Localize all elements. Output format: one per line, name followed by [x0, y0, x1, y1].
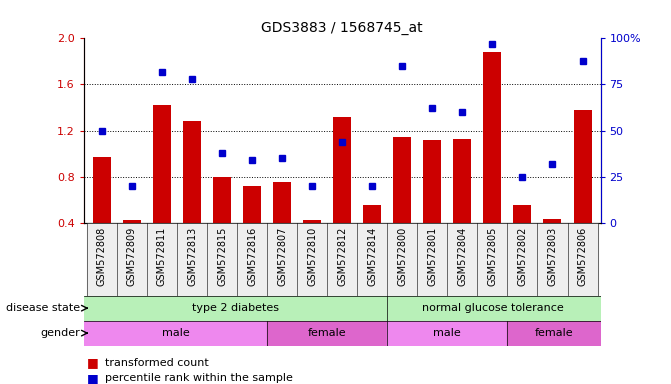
Text: GSM572812: GSM572812: [338, 227, 347, 286]
Text: GSM572815: GSM572815: [217, 227, 227, 286]
Text: gender: gender: [41, 328, 81, 338]
Text: female: female: [308, 328, 346, 338]
Text: ■: ■: [87, 356, 99, 369]
Bar: [243, 186, 261, 223]
Text: normal glucose tolerance: normal glucose tolerance: [421, 303, 563, 313]
Text: male: male: [433, 328, 461, 338]
Bar: [303, 220, 321, 223]
Bar: [513, 205, 531, 223]
Bar: [363, 205, 381, 223]
Bar: [327, 223, 357, 296]
Text: type 2 diabetes: type 2 diabetes: [192, 303, 279, 313]
Bar: [237, 223, 267, 296]
Text: GSM572811: GSM572811: [157, 227, 167, 286]
Bar: [417, 223, 448, 296]
Bar: [423, 140, 442, 223]
Text: GSM572805: GSM572805: [487, 227, 497, 286]
Bar: [507, 321, 601, 346]
Bar: [537, 223, 568, 296]
Text: GSM572800: GSM572800: [397, 227, 407, 286]
Bar: [207, 223, 237, 296]
Text: GSM572801: GSM572801: [427, 227, 437, 286]
Text: GSM572808: GSM572808: [97, 227, 107, 286]
Bar: [267, 223, 297, 296]
Bar: [357, 223, 387, 296]
Bar: [87, 223, 117, 296]
Text: GSM572809: GSM572809: [127, 227, 137, 286]
Text: transformed count: transformed count: [105, 358, 209, 368]
Bar: [333, 117, 351, 223]
Text: GSM572816: GSM572816: [247, 227, 257, 286]
Bar: [544, 219, 562, 223]
Text: GSM572802: GSM572802: [517, 227, 527, 286]
Bar: [387, 321, 507, 346]
Text: GSM572806: GSM572806: [578, 227, 588, 286]
Text: GSM572810: GSM572810: [307, 227, 317, 286]
Text: GSM572803: GSM572803: [548, 227, 558, 286]
Text: ■: ■: [87, 372, 99, 384]
Bar: [297, 223, 327, 296]
Bar: [574, 110, 592, 223]
Text: female: female: [535, 328, 573, 338]
Bar: [177, 223, 207, 296]
Text: male: male: [162, 328, 189, 338]
Bar: [153, 105, 171, 223]
Text: disease state: disease state: [7, 303, 81, 313]
Bar: [568, 223, 598, 296]
Bar: [393, 137, 411, 223]
Bar: [183, 121, 201, 223]
Bar: [147, 223, 177, 296]
Text: GSM572813: GSM572813: [187, 227, 197, 286]
Bar: [454, 139, 471, 223]
Text: GSM572807: GSM572807: [277, 227, 287, 286]
Bar: [123, 220, 141, 223]
Text: GSM572814: GSM572814: [367, 227, 377, 286]
Text: GSM572804: GSM572804: [458, 227, 468, 286]
Bar: [483, 52, 501, 223]
Bar: [84, 321, 267, 346]
Text: percentile rank within the sample: percentile rank within the sample: [105, 373, 293, 383]
Bar: [213, 177, 231, 223]
Bar: [267, 321, 387, 346]
Bar: [273, 182, 291, 223]
Bar: [93, 157, 111, 223]
Bar: [477, 223, 507, 296]
Bar: [387, 223, 417, 296]
Bar: [448, 223, 477, 296]
Title: GDS3883 / 1568745_at: GDS3883 / 1568745_at: [262, 21, 423, 35]
Bar: [507, 223, 537, 296]
Bar: [117, 223, 147, 296]
